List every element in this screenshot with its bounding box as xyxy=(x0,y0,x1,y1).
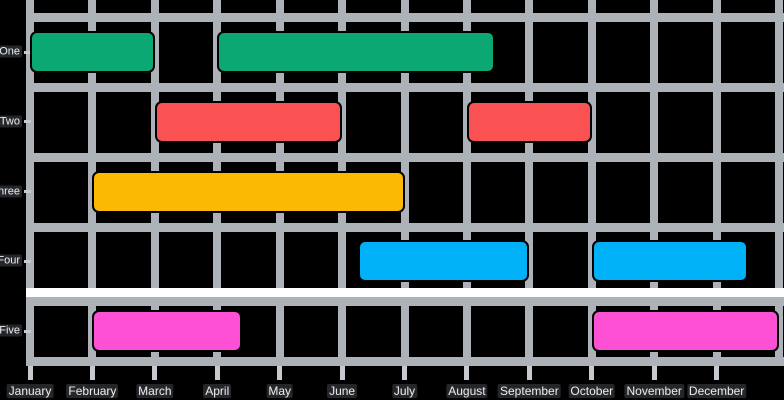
h-gridline xyxy=(26,296,784,306)
y-axis-label-text: Two xyxy=(0,115,22,128)
h-gridline xyxy=(26,222,784,232)
x-axis-label: October xyxy=(568,384,616,398)
x-axis-label: September xyxy=(498,384,561,398)
v-gridline xyxy=(587,0,596,366)
y-axis-label-text: Four xyxy=(0,254,22,267)
y-axis-label: Three xyxy=(0,185,22,198)
x-axis-label: August xyxy=(446,384,488,398)
highlight-gridline xyxy=(26,287,784,297)
x-tick xyxy=(339,366,345,380)
v-gridline xyxy=(400,0,409,366)
h-gridline xyxy=(26,83,784,92)
y-tick xyxy=(24,50,31,54)
x-tick xyxy=(27,366,33,380)
v-gridline xyxy=(462,0,471,366)
gantt-bar-five-8 xyxy=(591,310,780,352)
x-tick xyxy=(714,366,720,380)
y-tick xyxy=(24,120,31,124)
x-axis-label: December xyxy=(686,384,747,398)
gantt-bar-one-1 xyxy=(217,31,496,73)
h-gridline xyxy=(26,357,784,366)
h-gridline xyxy=(26,13,784,22)
x-axis-label: March xyxy=(136,384,174,398)
gantt-bar-two-2 xyxy=(154,100,343,143)
x-axis-label: November xyxy=(624,384,684,398)
y-axis-label-text: Three xyxy=(0,185,22,197)
v-gridline xyxy=(650,0,659,366)
x-axis-label: May xyxy=(266,384,294,398)
y-axis-label-text: One xyxy=(0,45,22,58)
y-axis-label-text: Five xyxy=(0,324,22,337)
v-gridline xyxy=(775,0,784,366)
y-tick xyxy=(24,259,31,263)
gantt-bar-five-7 xyxy=(92,310,243,352)
y-axis-label: Five xyxy=(0,324,22,338)
v-gridline xyxy=(525,0,534,366)
x-tick xyxy=(214,366,220,380)
x-axis-label: January xyxy=(6,384,54,398)
v-gridline xyxy=(26,0,34,366)
x-tick xyxy=(277,366,283,380)
gantt-bar-two-3 xyxy=(466,100,592,143)
x-tick xyxy=(402,366,408,380)
x-axis-label: February xyxy=(66,384,119,398)
x-tick xyxy=(89,366,95,380)
x-axis-label: June xyxy=(327,384,358,398)
x-tick xyxy=(464,366,470,380)
x-axis-label: July xyxy=(391,384,418,398)
y-tick xyxy=(24,329,31,333)
y-axis-label: Two xyxy=(0,115,22,128)
x-tick xyxy=(152,366,158,380)
x-tick xyxy=(526,366,532,380)
x-tick xyxy=(589,366,595,380)
x-axis-label: April xyxy=(203,384,232,398)
gantt-bar-four-6 xyxy=(591,240,748,283)
x-tick xyxy=(651,366,657,380)
y-axis-label: Four xyxy=(0,254,22,268)
y-axis-label: One xyxy=(0,45,22,59)
gantt-bar-three-4 xyxy=(92,170,405,213)
gantt-bar-four-5 xyxy=(357,240,530,283)
v-gridline xyxy=(712,0,721,366)
y-tick xyxy=(24,190,31,193)
h-gridline xyxy=(26,153,784,162)
gantt-bar-one-0 xyxy=(30,31,155,73)
